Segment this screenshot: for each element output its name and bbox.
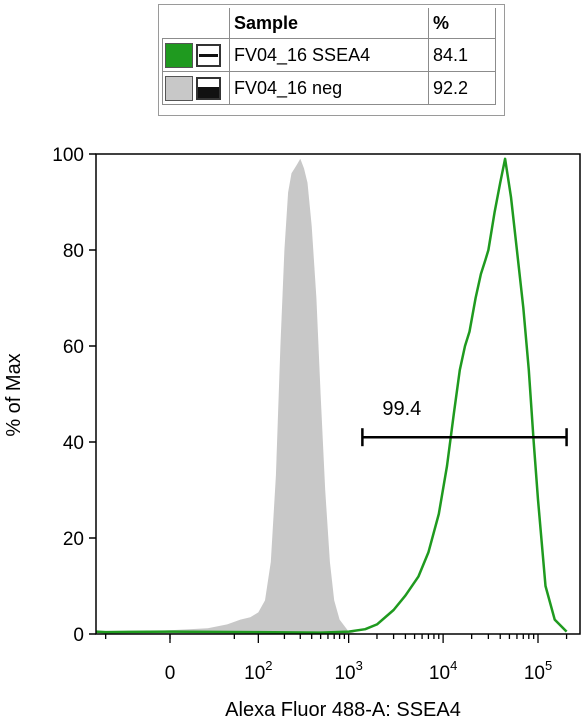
series-ssea4-histogram	[95, 157, 568, 634]
x-axis-label: Alexa Fluor 488-A: SSEA4	[225, 699, 461, 721]
legend-pct-value: 92.2	[428, 71, 496, 105]
x-tick-label: 103	[334, 658, 362, 684]
y-tick-label: 20	[63, 529, 84, 550]
legend-line-style-icon	[196, 43, 221, 67]
x-tick-label: 102	[244, 658, 272, 684]
y-tick-label: 80	[63, 241, 84, 262]
legend-sample-label: FV04_16 neg	[229, 71, 429, 105]
y-tick-label: 60	[63, 337, 84, 358]
legend-fill-style-icon	[196, 76, 221, 100]
legend-row: FV04_16 SSEA4 84.1	[162, 38, 496, 72]
x-tick-label: 0	[165, 663, 176, 684]
y-tick-label: 40	[63, 433, 84, 454]
series-neg-histogram	[96, 158, 360, 635]
plot-frame	[95, 153, 581, 635]
gate-label: 99.4	[382, 398, 421, 420]
x-tick-label: 105	[524, 658, 552, 684]
legend-header-sample: Sample	[229, 8, 429, 39]
y-tick-label: 100	[52, 145, 84, 166]
legend-row: FV04_16 neg 92.2	[162, 71, 496, 105]
legend-table: Sample % FV04_16 SSEA4 84.1 FV04_16 neg …	[158, 4, 505, 116]
y-axis-label: % of Max	[3, 353, 25, 436]
gate-marker: 99.4	[361, 398, 568, 447]
legend-sample-label: FV04_16 SSEA4	[229, 38, 429, 72]
x-tick-label: 104	[429, 658, 457, 684]
legend-header-pct: %	[428, 8, 496, 39]
legend-color-swatch-ssea4	[165, 42, 193, 68]
legend-pct-value: 84.1	[428, 38, 496, 72]
legend-color-swatch-neg	[165, 75, 193, 101]
y-tick-label: 0	[73, 625, 84, 646]
